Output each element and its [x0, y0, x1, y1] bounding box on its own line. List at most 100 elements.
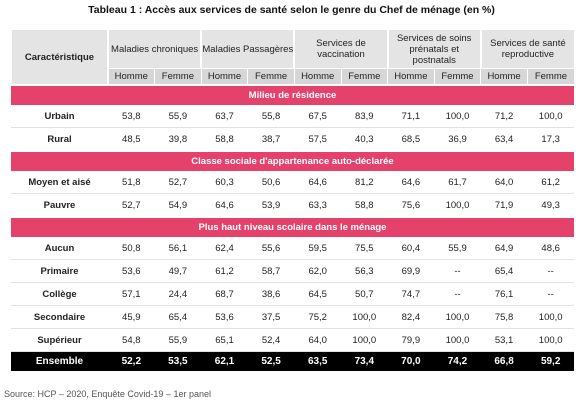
- cell-value: 64,0: [480, 171, 528, 194]
- cell-value: 45,9: [108, 305, 155, 329]
- cell-value: 68,7: [201, 282, 248, 306]
- data-row: Primaire 53,6 49,7 61,2 58,7 62,0 56,3 69,9 -- 65…: [11, 259, 574, 283]
- header-row: Caractéristique Maladies chroniques Malad…: [10, 30, 574, 85]
- cell-value: 48,6: [527, 237, 574, 260]
- cell-value: 56,3: [341, 259, 388, 283]
- cell-value: 75,2: [294, 305, 341, 329]
- row-label: Supérieur: [11, 328, 108, 352]
- cell-value: 100,0: [341, 305, 388, 329]
- cell-value: 58,8: [201, 127, 248, 152]
- subheader: Homme: [293, 68, 341, 85]
- cell-value: 61,2: [527, 171, 574, 194]
- source-note: Source: HCP – 2020, Enquête Covid-19 – 1…: [4, 389, 211, 399]
- data-row: Urbain 53,8 55,9 63,7 55,8 67,5 83,9 71,1 100,0 7…: [11, 105, 574, 128]
- cell-value: 53,1: [480, 328, 528, 352]
- cell-value: 64,6: [387, 171, 435, 194]
- cell-value: 52,7: [108, 193, 155, 218]
- row-label: Rural: [11, 127, 108, 152]
- cell-value: 38,7: [247, 127, 295, 152]
- subheader: Femme: [247, 68, 295, 85]
- data-row: Secondaire 45,9 65,4 53,6 37,5 75,2 100,0 82,4 1…: [11, 305, 574, 329]
- subheader: Femme: [340, 68, 388, 85]
- cell-value: 53,8: [108, 105, 155, 128]
- row-label: Urbain: [11, 105, 108, 128]
- cell-value: 55,9: [434, 237, 481, 260]
- cell-value: 60,4: [387, 237, 435, 260]
- cell-value: 100,0: [434, 305, 481, 329]
- cell-value: 65,1: [201, 328, 248, 352]
- cell-value: 60,3: [201, 171, 248, 194]
- cell-value: 82,4: [387, 305, 435, 329]
- cell-value: 53,6: [201, 305, 248, 329]
- cell-value: --: [527, 259, 574, 283]
- cell-value: 74,2: [434, 351, 481, 371]
- section-title: Classe sociale d'appartenance auto-décla…: [11, 150, 574, 171]
- cell-value: 49,7: [154, 259, 202, 283]
- row-label: Pauvre: [11, 193, 108, 218]
- section-row: Plus haut niveau scolaire dans le ménage: [11, 216, 574, 237]
- cell-value: 53,9: [247, 193, 295, 218]
- subheader: Femme: [526, 68, 574, 85]
- group-header: Services de vaccination: [293, 30, 388, 69]
- cell-value: 54,9: [154, 193, 202, 218]
- group-header: Services de santé reproductive: [479, 30, 574, 69]
- cell-value: 64,5: [294, 282, 341, 306]
- cell-value: 61,7: [434, 171, 481, 194]
- section-title: Plus haut niveau scolaire dans le ménage: [11, 216, 574, 237]
- cell-value: 61,2: [201, 259, 248, 283]
- cell-value: 58,7: [247, 259, 295, 283]
- cell-value: 75,6: [387, 193, 435, 218]
- cell-value: --: [527, 282, 574, 306]
- cell-value: 50,8: [108, 237, 155, 260]
- cell-value: 63,5: [294, 351, 341, 371]
- cell-value: 64,6: [201, 193, 248, 218]
- row-label: Secondaire: [11, 305, 108, 329]
- cell-value: 65,4: [480, 259, 528, 283]
- cell-value: 100,0: [434, 328, 481, 352]
- cell-value: 59,5: [294, 237, 341, 260]
- cell-value: 51,8: [108, 171, 155, 194]
- cell-value: 53,6: [108, 259, 155, 283]
- group-header: Services de soins prénatals et postnatal…: [386, 30, 481, 69]
- cell-value: 37,5: [247, 305, 295, 329]
- subheader-row: Homme Femme Homme Femme Homme Femme Homme Femme…: [11, 68, 574, 85]
- cell-value: 53,5: [154, 351, 202, 371]
- row-label: Ensemble: [11, 351, 108, 371]
- cell-value: 79,9: [387, 328, 435, 352]
- cell-value: 48,5: [108, 127, 155, 152]
- section-row: Milieu de résidence: [11, 84, 574, 105]
- cell-value: 66,8: [480, 351, 528, 371]
- cell-value: 40,3: [341, 127, 388, 152]
- cell-value: 57,1: [108, 282, 155, 306]
- cell-value: --: [434, 282, 481, 306]
- table: Caractéristique Maladies chroniques Malad…: [10, 30, 574, 371]
- cell-value: 64,6: [294, 171, 341, 194]
- cell-value: 100,0: [527, 105, 574, 128]
- cell-value: 17,3: [527, 127, 574, 152]
- cell-value: 63,7: [201, 105, 248, 128]
- cell-value: 24,4: [154, 282, 202, 306]
- cell-value: 52,7: [154, 171, 202, 194]
- cell-value: 62,0: [294, 259, 341, 283]
- cell-value: 63,3: [294, 193, 341, 218]
- cell-value: 64,9: [480, 237, 528, 260]
- cell-value: 71,1: [387, 105, 435, 128]
- data-row: Aucun 50,8 56,1 62,4 55,6 59,5 75,5 60,4 55,9 64,…: [11, 237, 574, 260]
- row-label: Moyen et aisé: [11, 171, 108, 194]
- cell-value: 55,8: [247, 105, 295, 128]
- cell-value: 56,1: [154, 237, 202, 260]
- cell-value: 73,4: [341, 351, 388, 371]
- data-row: Rural 48,5 39,8 58,8 38,7 57,5 40,3 68,5 36,9 63,…: [11, 127, 574, 152]
- cell-value: 76,1: [480, 282, 528, 306]
- cell-value: 52,4: [247, 328, 295, 352]
- cell-value: 100,0: [527, 305, 574, 329]
- total-row: Ensemble 52,2 53,5 62,1 52,5 63,5 73,4 70,0 74,2…: [11, 351, 574, 371]
- cell-value: 67,5: [294, 105, 341, 128]
- cell-value: 71,2: [480, 105, 528, 128]
- subheader: Femme: [433, 68, 481, 85]
- cell-value: 100,0: [527, 328, 574, 352]
- subheader: Homme: [107, 68, 155, 85]
- cell-value: 57,5: [294, 127, 341, 152]
